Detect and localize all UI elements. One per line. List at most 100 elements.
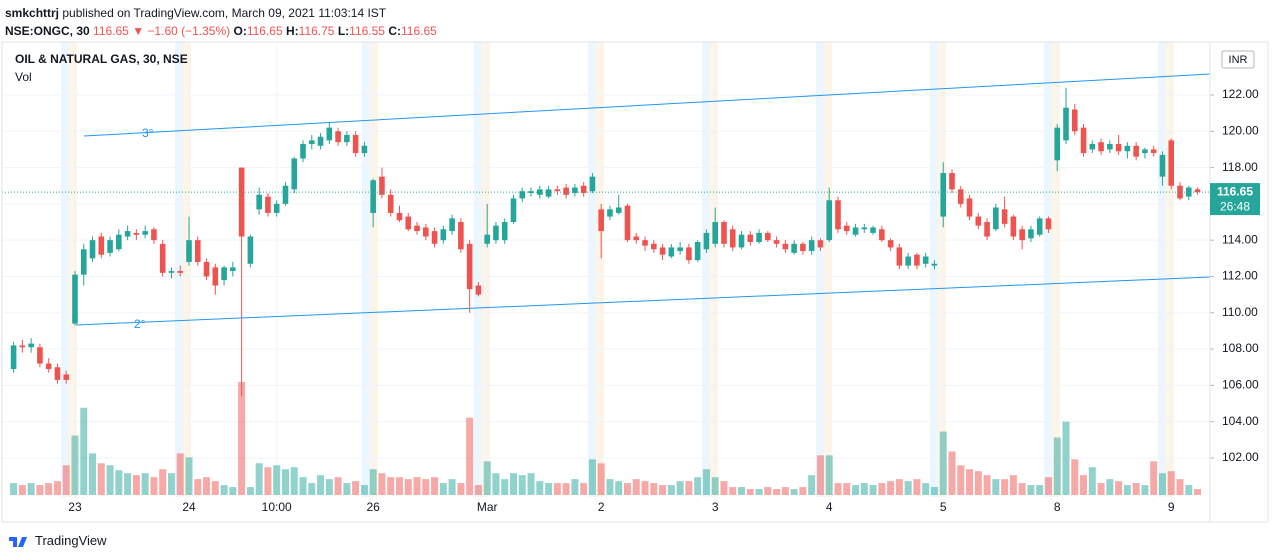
x-tick-label: 8 bbox=[1054, 500, 1061, 514]
volume-bar bbox=[816, 455, 824, 495]
session-band bbox=[69, 42, 77, 497]
volume-bar bbox=[1150, 461, 1158, 495]
channel-lower[interactable] bbox=[75, 276, 1211, 326]
candle-body bbox=[221, 267, 227, 281]
candle-body bbox=[694, 241, 701, 261]
channel-upper[interactable] bbox=[83, 73, 1211, 137]
candle-body bbox=[308, 140, 315, 144]
logo bbox=[9, 536, 27, 547]
y-tick-label: 108.00 bbox=[1222, 341, 1259, 355]
candle-body bbox=[607, 209, 613, 217]
session-band bbox=[930, 42, 938, 497]
volume-bar bbox=[571, 479, 579, 495]
y-tick-label: 120.00 bbox=[1222, 123, 1259, 137]
candle-body bbox=[747, 234, 754, 242]
volume-bar bbox=[527, 473, 535, 495]
volume-bar bbox=[1106, 479, 1114, 495]
candle-body bbox=[765, 232, 771, 241]
volume-bar bbox=[755, 489, 763, 495]
candle-body bbox=[265, 196, 271, 213]
volume-bar bbox=[641, 481, 649, 495]
session-band bbox=[702, 42, 710, 497]
candle-body bbox=[493, 225, 499, 241]
volume-bar bbox=[825, 455, 833, 495]
volume-bar bbox=[904, 481, 912, 495]
volume-bar bbox=[18, 485, 26, 495]
volume-bar bbox=[895, 479, 903, 495]
candle-body bbox=[1150, 149, 1157, 154]
candle-body bbox=[984, 222, 990, 237]
candle-body bbox=[668, 247, 675, 257]
volume-bar bbox=[536, 481, 544, 495]
candle-body bbox=[1115, 143, 1122, 152]
candle-body bbox=[10, 345, 17, 370]
y-tick-label: 104.00 bbox=[1222, 414, 1259, 428]
volume-bar bbox=[1176, 479, 1184, 495]
volume-bar bbox=[957, 465, 965, 495]
volume-bar bbox=[115, 470, 123, 495]
volume-bar bbox=[466, 417, 474, 495]
session-band bbox=[938, 42, 946, 497]
candle-body bbox=[975, 216, 982, 226]
c: 116.65 bbox=[400, 24, 437, 38]
candle-body bbox=[808, 240, 815, 252]
candle-body bbox=[966, 198, 973, 217]
candle-body bbox=[116, 234, 122, 250]
x-tick-label: 5 bbox=[940, 500, 947, 514]
candle-body bbox=[449, 218, 455, 232]
candle-body bbox=[159, 243, 166, 273]
volume-bar bbox=[843, 483, 851, 495]
candle-body bbox=[510, 198, 517, 223]
currency-badge[interactable] bbox=[1221, 50, 1255, 69]
frame bbox=[1, 41, 1269, 523]
session-band bbox=[1052, 42, 1060, 497]
x-tick-label: 23 bbox=[68, 500, 82, 514]
volume-bar bbox=[1027, 485, 1035, 495]
x-tick-label: 10:00 bbox=[262, 500, 292, 514]
volume-bar bbox=[615, 481, 623, 495]
volume-bar bbox=[299, 477, 307, 495]
volume-bar bbox=[167, 473, 175, 495]
x-tick-label: Mar bbox=[477, 500, 498, 514]
candle-body bbox=[1107, 143, 1113, 150]
candle-body bbox=[45, 363, 52, 370]
candle-body bbox=[317, 136, 324, 146]
volume-bar bbox=[1158, 473, 1166, 495]
candle-body bbox=[572, 187, 578, 193]
x-tick-label: 3 bbox=[712, 500, 719, 514]
candle-body bbox=[738, 234, 745, 248]
volume-bar bbox=[799, 487, 807, 495]
volume-bar bbox=[764, 487, 772, 495]
y-tick-label: 110.00 bbox=[1222, 305, 1258, 319]
volume-bar bbox=[624, 483, 631, 495]
candle-body bbox=[642, 240, 648, 246]
candle-body bbox=[186, 240, 192, 262]
volume-bar bbox=[45, 483, 53, 495]
candle-body bbox=[1036, 218, 1043, 235]
candle-body bbox=[1045, 218, 1052, 230]
volume-label: Vol bbox=[15, 70, 32, 84]
volume-bar bbox=[343, 483, 351, 495]
session-band bbox=[1158, 42, 1166, 497]
grid bbox=[2, 42, 1210, 497]
volume-bar bbox=[922, 483, 930, 495]
session-band bbox=[596, 42, 604, 497]
volume-bar bbox=[194, 479, 202, 495]
candle-body bbox=[782, 243, 789, 250]
candle-body bbox=[659, 247, 666, 255]
candle-body bbox=[922, 256, 929, 264]
l: 116.55 bbox=[349, 24, 385, 38]
o-label: O: bbox=[233, 24, 247, 38]
volume-bar bbox=[1141, 485, 1149, 495]
candle-body bbox=[1124, 145, 1131, 152]
candle-body bbox=[133, 232, 140, 235]
candle-body bbox=[98, 236, 105, 255]
arrow: ▼ bbox=[132, 24, 145, 38]
volume-bar bbox=[352, 481, 360, 495]
volume-bar bbox=[1132, 483, 1140, 495]
volume-bar bbox=[992, 479, 1000, 495]
angle-label: 2° bbox=[134, 317, 146, 331]
axes: 102.00 104.00 106.00 108.00 110.00 112.00 114.… bbox=[2, 42, 1260, 522]
volume-bar bbox=[1097, 483, 1105, 495]
candle-body bbox=[230, 267, 236, 272]
